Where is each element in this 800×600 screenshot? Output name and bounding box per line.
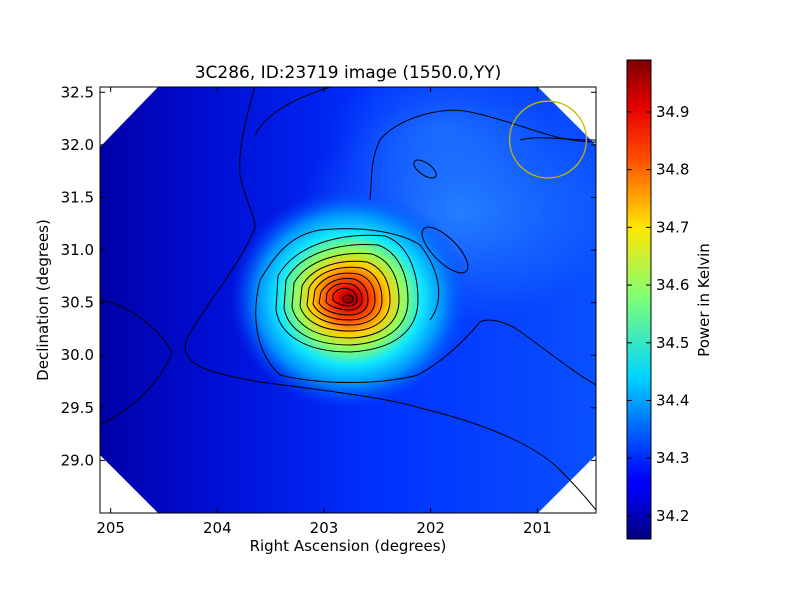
- chart-title: 3C286, ID:23719 image (1550.0,YY): [195, 63, 502, 83]
- x-tick-label: 201: [523, 519, 552, 537]
- x-tick-label: 205: [96, 519, 125, 537]
- y-axis-label: Declination (degrees): [34, 219, 52, 381]
- colorbar-tick-label: 34.7: [656, 218, 689, 236]
- y-tick-label: 30.5: [61, 294, 94, 312]
- beam-circle: [508, 100, 588, 179]
- source-blob: [230, 189, 470, 409]
- y-tick-label: 31.5: [61, 188, 94, 206]
- colorbar-tick-label: 34.8: [656, 161, 689, 179]
- colorbar-tick-label: 34.6: [656, 276, 689, 294]
- colorbar-tick-label: 34.2: [656, 507, 689, 525]
- x-axis-ticks: 205 204 203 202 201: [96, 87, 552, 537]
- y-tick-label: 32.0: [61, 136, 94, 154]
- colorbar-ticks: 34.2 34.3 34.4 34.5 34.6 34.7 34.8 34.9: [627, 103, 689, 525]
- corner-mask-bl: [100, 455, 158, 513]
- plot-area: [99, 86, 597, 514]
- secondary-glow-upper: [330, 87, 550, 200]
- colorbar-tick-label: 34.5: [656, 334, 689, 352]
- colorbar-tick-label: 34.9: [656, 103, 689, 121]
- y-axis-ticks: 29.0 29.5 30.0 30.5 31.0 31.5 32.0 32.5: [61, 83, 596, 469]
- y-tick-label: 29.5: [61, 399, 94, 417]
- colorbar-label: Power in Kelvin: [695, 243, 713, 357]
- beam-circle-shape: [508, 100, 588, 179]
- corner-mask-tl: [100, 87, 158, 147]
- x-tick-label: 202: [416, 519, 445, 537]
- corner-mask-br: [538, 455, 596, 513]
- y-tick-label: 32.5: [61, 83, 94, 101]
- x-axis-label: Right Ascension (degrees): [250, 537, 447, 555]
- colorbar-tick-label: 34.3: [656, 449, 689, 467]
- y-tick-label: 29.0: [61, 451, 94, 469]
- colorbar-gradient: [626, 59, 652, 540]
- x-tick-label: 204: [203, 519, 232, 537]
- x-tick-label: 203: [310, 519, 339, 537]
- contour-lines: [100, 87, 596, 511]
- colorbar-tick-label: 34.4: [656, 391, 689, 409]
- y-tick-label: 31.0: [61, 241, 94, 259]
- y-tick-label: 30.0: [61, 346, 94, 364]
- colorbar: 34.2 34.3 34.4 34.5 34.6 34.7 34.8 34.9 Power i…: [626, 59, 713, 540]
- plot-frame: [99, 86, 597, 514]
